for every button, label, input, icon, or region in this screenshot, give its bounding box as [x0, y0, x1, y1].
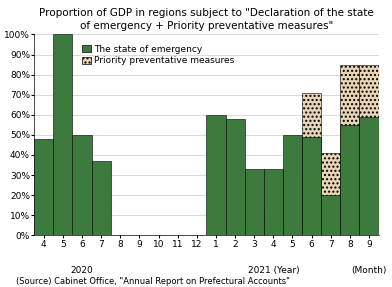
Bar — [359, 117, 379, 235]
Text: (Month): (Month) — [351, 266, 387, 275]
Bar — [73, 135, 92, 235]
Bar — [302, 137, 321, 235]
Text: (Source) Cabinet Office, "Annual Report on Prefectural Accounts": (Source) Cabinet Office, "Annual Report … — [16, 277, 290, 286]
Text: 2020: 2020 — [71, 266, 93, 275]
Bar — [207, 115, 225, 235]
Bar — [359, 65, 379, 235]
Bar — [264, 169, 283, 235]
Bar — [321, 153, 340, 235]
Bar — [283, 171, 302, 235]
Bar — [225, 119, 245, 235]
Bar — [245, 169, 264, 235]
Bar — [283, 135, 302, 235]
Title: Proportion of GDP in regions subject to "Declaration of the state
of emergency +: Proportion of GDP in regions subject to … — [39, 8, 374, 31]
Bar — [340, 125, 359, 235]
Bar — [321, 195, 340, 235]
Bar — [92, 161, 111, 235]
Bar — [340, 65, 359, 235]
Text: 2021 (Year): 2021 (Year) — [247, 266, 299, 275]
Bar — [302, 93, 321, 235]
Bar — [264, 209, 283, 235]
Bar — [34, 139, 53, 235]
Legend: The state of emergency, Priority preventative measures: The state of emergency, Priority prevent… — [80, 43, 236, 67]
Bar — [53, 34, 73, 235]
